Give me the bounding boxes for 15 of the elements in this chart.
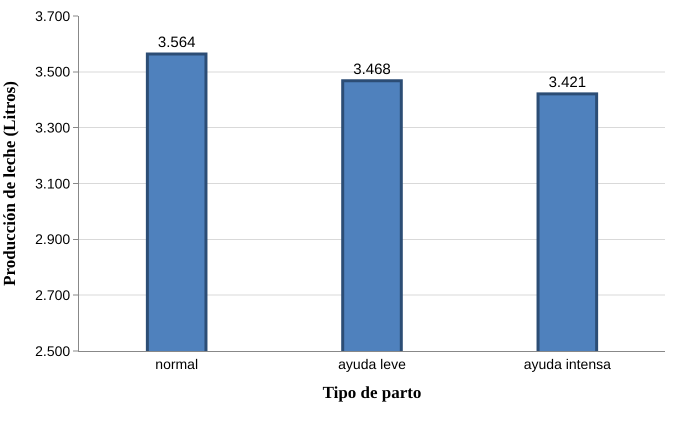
y-tick-label: 2.700 bbox=[35, 287, 70, 304]
x-tick-label: ayuda leve bbox=[338, 356, 406, 372]
y-tick-label: 2.500 bbox=[35, 342, 70, 359]
data-label: 3.564 bbox=[158, 34, 196, 51]
y-tick-label: 2.900 bbox=[35, 231, 70, 248]
y-tick-label: 3.700 bbox=[35, 8, 70, 24]
y-tick-label: 3.500 bbox=[35, 64, 70, 80]
data-label: 3.421 bbox=[548, 74, 586, 91]
x-tick-label: normal bbox=[155, 356, 198, 372]
x-axis-title: Tipo de parto bbox=[322, 383, 422, 402]
y-tick-label: 3.100 bbox=[35, 175, 70, 192]
y-axis-title: Producción de leche (Litros) bbox=[0, 81, 19, 286]
x-tick-label: ayuda intensa bbox=[524, 356, 612, 372]
y-tick-label: 3.300 bbox=[35, 120, 70, 136]
data-label: 3.468 bbox=[353, 60, 391, 78]
